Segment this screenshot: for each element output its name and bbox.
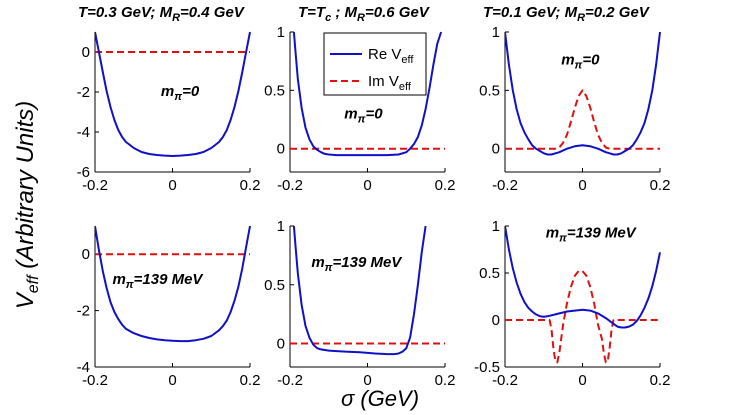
x-tick-label: 0 (363, 177, 371, 194)
y-tick-label: -4 (77, 359, 90, 376)
x-tick-label: 0.2 (435, 372, 456, 389)
re-veff-line (505, 31, 661, 156)
x-tick-label: 0 (168, 372, 176, 389)
x-tick-label: -0.2 (492, 177, 518, 194)
x-axis-label: σ (GeV) (341, 386, 419, 411)
y-tick-label: -4 (77, 124, 90, 141)
re-veff-line (95, 31, 251, 157)
y-tick-label: 0 (492, 141, 500, 158)
panel-p21: -0.2 0 0.2 -4 -2 0 mπ=139 MeV (77, 225, 261, 389)
panel-p13: -0.2 0 0.2 0 0.5 1 mπ=0 (479, 24, 670, 194)
y-tick-label: 0 (82, 44, 90, 61)
panel-p23: -0.2 0 0.2 -0.5 0 0.5 1 mπ=139 MeV (474, 218, 670, 389)
x-tick-label: -0.2 (492, 372, 518, 389)
y-tick-label: 0 (277, 336, 285, 353)
re-veff-line (95, 225, 251, 343)
panel-title: T=Tc ; MR=0.6 GeV (298, 4, 431, 24)
legend-label: Im Veff (368, 73, 412, 93)
y-tick-label: -6 (77, 164, 90, 181)
y-tick-label: -2 (77, 303, 90, 320)
y-tick-label: -2 (77, 84, 90, 101)
y-axis-label: Veff (Arbitrary Units) (12, 101, 42, 310)
x-tick-label: 0 (578, 372, 586, 389)
y-tick-label: 0 (277, 141, 285, 158)
im-veff-line (505, 89, 660, 150)
y-tick-label: 0.5 (479, 82, 500, 99)
panel-p11: -0.2 0 0.2 -6 -4 -2 0 mπ=0 (77, 31, 261, 194)
y-tick-label: 1 (492, 218, 500, 235)
x-tick-label: 0.2 (650, 177, 671, 194)
panel-p22: -0.2 0 0.2 0 0.5 1 mπ=139 MeV (264, 218, 455, 389)
x-tick-label: -0.2 (277, 177, 303, 194)
x-tick-label: 0.2 (435, 177, 456, 194)
x-tick-label: 0 (578, 177, 586, 194)
legend-box (323, 32, 427, 96)
x-tick-label: 0 (168, 177, 176, 194)
legend-label: Re Veff (368, 46, 414, 66)
x-tick-label: 0.2 (650, 372, 671, 389)
y-tick-label: 1 (277, 218, 285, 235)
mass-annotation: mπ=0 (161, 83, 200, 103)
im-veff-line (505, 270, 660, 364)
legend: Re Veff Im Veff (323, 32, 427, 96)
x-tick-label: 0.2 (240, 177, 261, 194)
y-tick-label: 0.5 (264, 82, 285, 99)
mass-annotation: mπ=0 (561, 52, 600, 72)
mass-annotation: mπ=139 MeV (311, 254, 403, 274)
y-tick-label: 0 (82, 246, 90, 263)
y-tick-label: 1 (492, 24, 500, 41)
panel-title: T=0.3 GeV; MR=0.4 GeV (78, 4, 246, 24)
y-tick-label: 0.5 (479, 265, 500, 282)
mass-annotation: mπ=139 MeV (112, 271, 204, 291)
x-tick-label: 0 (363, 372, 371, 389)
y-tick-label: 0 (492, 312, 500, 329)
panel-p12: -0.2 0 0.2 0 0.5 1 mπ=0 (264, 24, 455, 194)
x-tick-label: -0.2 (82, 177, 108, 194)
re-veff-line (292, 31, 443, 157)
y-tick-label: 1 (277, 24, 285, 41)
panel-title: T=0.1 GeV; MR=0.2 GeV (483, 4, 651, 24)
re-veff-line (505, 225, 661, 329)
mass-annotation: mπ=0 (344, 105, 383, 125)
y-tick-label: -0.5 (474, 359, 500, 376)
x-tick-label: -0.2 (277, 372, 303, 389)
mass-annotation: mπ=139 MeV (546, 224, 638, 244)
re-veff-line (292, 225, 427, 356)
x-tick-label: 0.2 (240, 372, 261, 389)
y-tick-label: 0.5 (264, 277, 285, 294)
x-tick-label: -0.2 (82, 372, 108, 389)
